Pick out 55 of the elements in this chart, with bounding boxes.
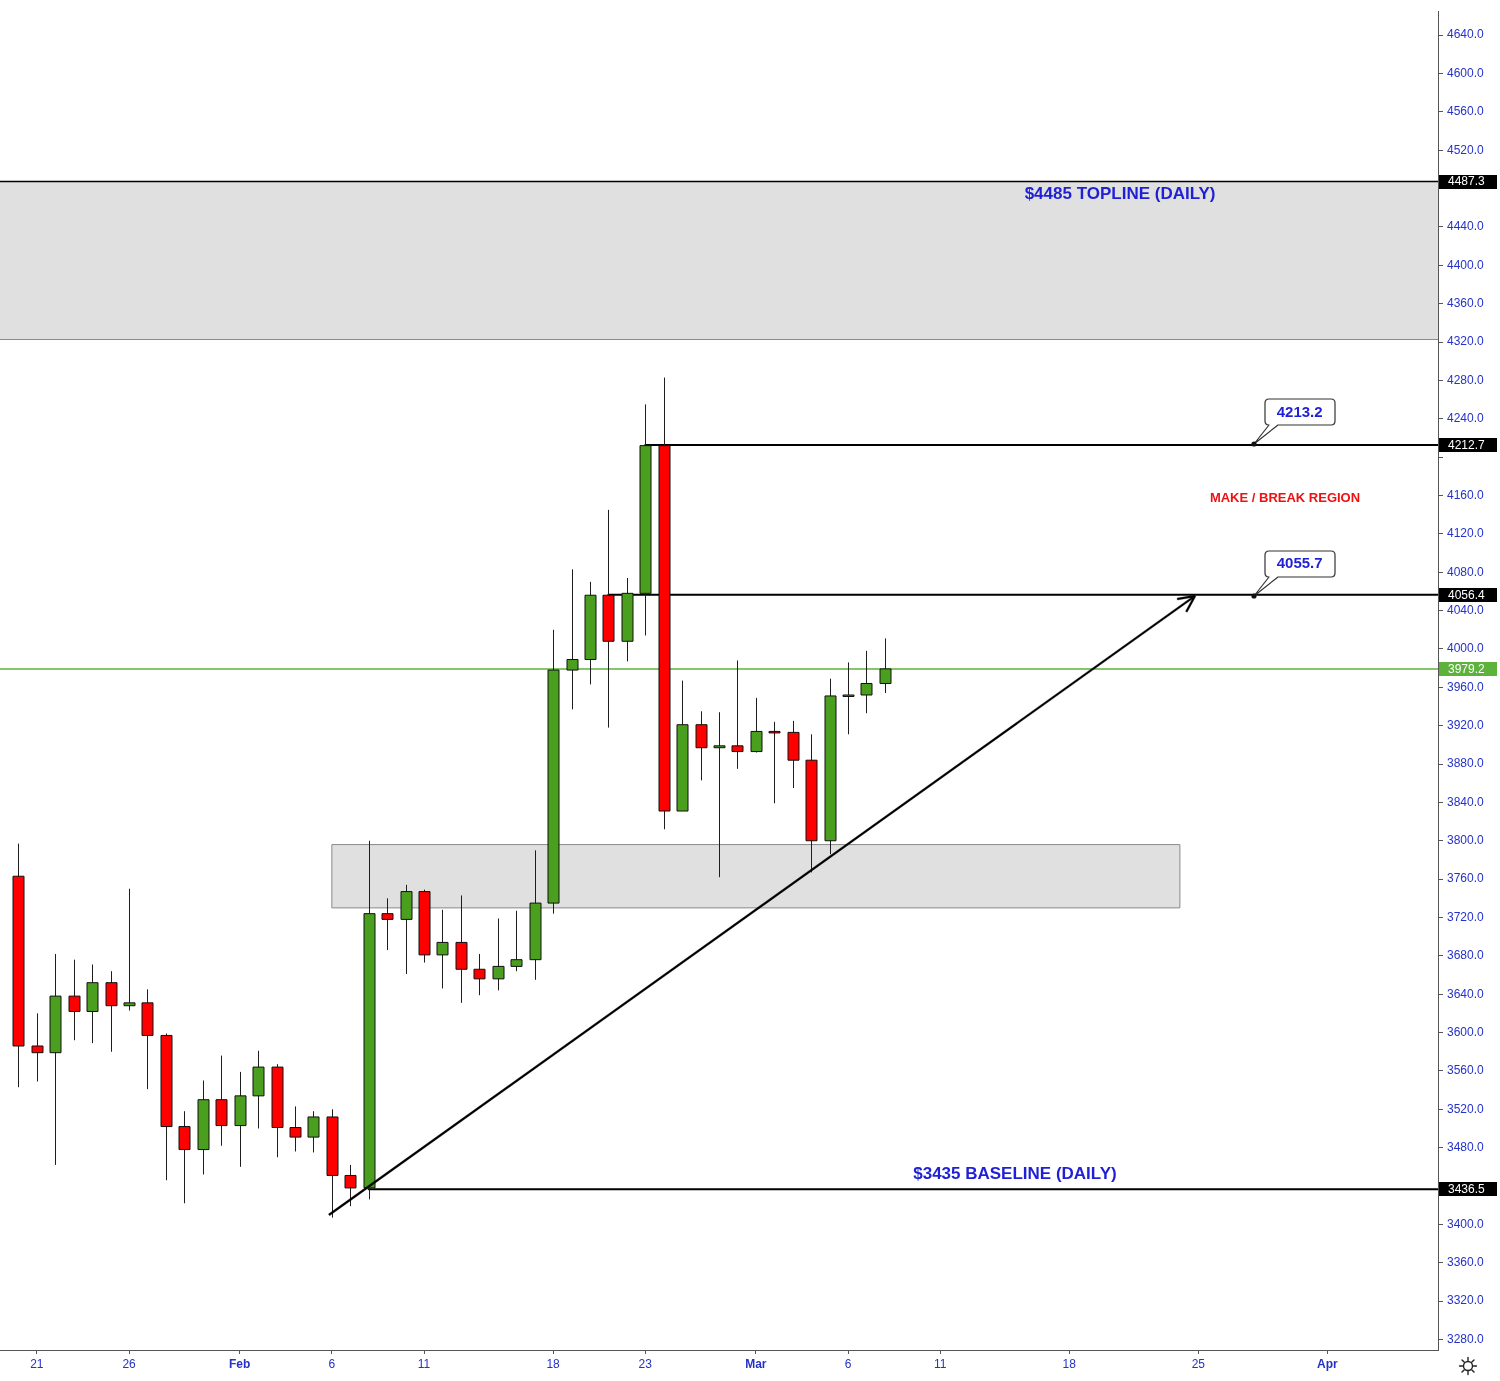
y-tick-label: 4440.0 — [1447, 219, 1485, 234]
x-tick-label: 21 — [30, 1356, 44, 1371]
y-tick-label: 3600.0 — [1447, 1024, 1485, 1039]
y-tick-label: 4600.0 — [1447, 65, 1485, 80]
y-tick-label: 3960.0 — [1447, 679, 1485, 694]
x-tick-label: 18 — [1062, 1356, 1077, 1371]
x-tick-label: 18 — [546, 1356, 561, 1371]
annotation: $4485 TOPLINE (DAILY) — [1024, 184, 1216, 204]
y-tick-label: 4040.0 — [1447, 602, 1485, 617]
y-tick-label: 3880.0 — [1447, 756, 1485, 771]
y-tick-label: 3320.0 — [1447, 1293, 1485, 1308]
x-tick-label: 26 — [122, 1356, 137, 1371]
x-tick-label: 23 — [638, 1356, 653, 1371]
y-tick-label: 3480.0 — [1447, 1139, 1485, 1154]
data-label: 4212.7 — [1448, 437, 1486, 452]
y-tick-label: 3840.0 — [1447, 794, 1485, 809]
x-tick-label: 11 — [934, 1356, 947, 1371]
x-tick-label: Apr — [1317, 1356, 1339, 1371]
y-tick-label: 4400.0 — [1447, 257, 1485, 272]
annotation: 4055.7 — [1276, 553, 1323, 571]
y-tick-label: 4240.0 — [1447, 411, 1485, 426]
y-tick-label: 4360.0 — [1447, 296, 1485, 311]
ref-line-label: 4487.3 — [1448, 174, 1486, 189]
data-label: 4056.4 — [1448, 587, 1486, 602]
x-tick-label: 6 — [328, 1356, 336, 1371]
y-tick-label: 3680.0 — [1447, 948, 1485, 963]
y-tick-label: 4160.0 — [1447, 487, 1485, 502]
y-tick-label: 3360.0 — [1447, 1255, 1485, 1270]
x-tick-label: 25 — [1191, 1356, 1206, 1371]
y-tick-label: 4080.0 — [1447, 564, 1485, 579]
y-tick-label: 4520.0 — [1447, 142, 1485, 157]
y-tick-label: 3400.0 — [1447, 1216, 1485, 1231]
y-tick-label: 3640.0 — [1447, 986, 1485, 1001]
y-tick-label: 4000.0 — [1447, 641, 1485, 656]
data-label: 3436.5 — [1448, 1182, 1486, 1197]
y-tick-label: 3520.0 — [1447, 1101, 1485, 1116]
y-tick-label: 3800.0 — [1447, 833, 1485, 848]
y-tick-label: 4320.0 — [1447, 334, 1485, 349]
y-tick-label: 4120.0 — [1447, 526, 1485, 541]
annotation: 4213.2 — [1276, 402, 1323, 420]
x-tick-label: Feb — [228, 1356, 251, 1371]
y-tick-label: 3720.0 — [1447, 909, 1485, 924]
y-tick-label: 4640.0 — [1447, 27, 1485, 42]
x-tick-label: 6 — [844, 1356, 852, 1371]
annotation: MAKE / BREAK REGION — [1209, 489, 1361, 505]
y-tick-label: 4280.0 — [1447, 372, 1485, 387]
y-tick-label: 3920.0 — [1447, 717, 1485, 732]
ref-line-label: 3979.2 — [1448, 661, 1486, 676]
y-tick-label: 4560.0 — [1447, 104, 1485, 119]
x-tick-label: Mar — [745, 1356, 767, 1371]
y-tick-label: 3280.0 — [1447, 1331, 1485, 1346]
y-tick-label: 3760.0 — [1447, 871, 1485, 886]
annotation: $3435 BASELINE (DAILY) — [913, 1164, 1117, 1184]
x-tick-label: 11 — [417, 1356, 431, 1371]
y-tick-label: 3560.0 — [1447, 1063, 1485, 1078]
